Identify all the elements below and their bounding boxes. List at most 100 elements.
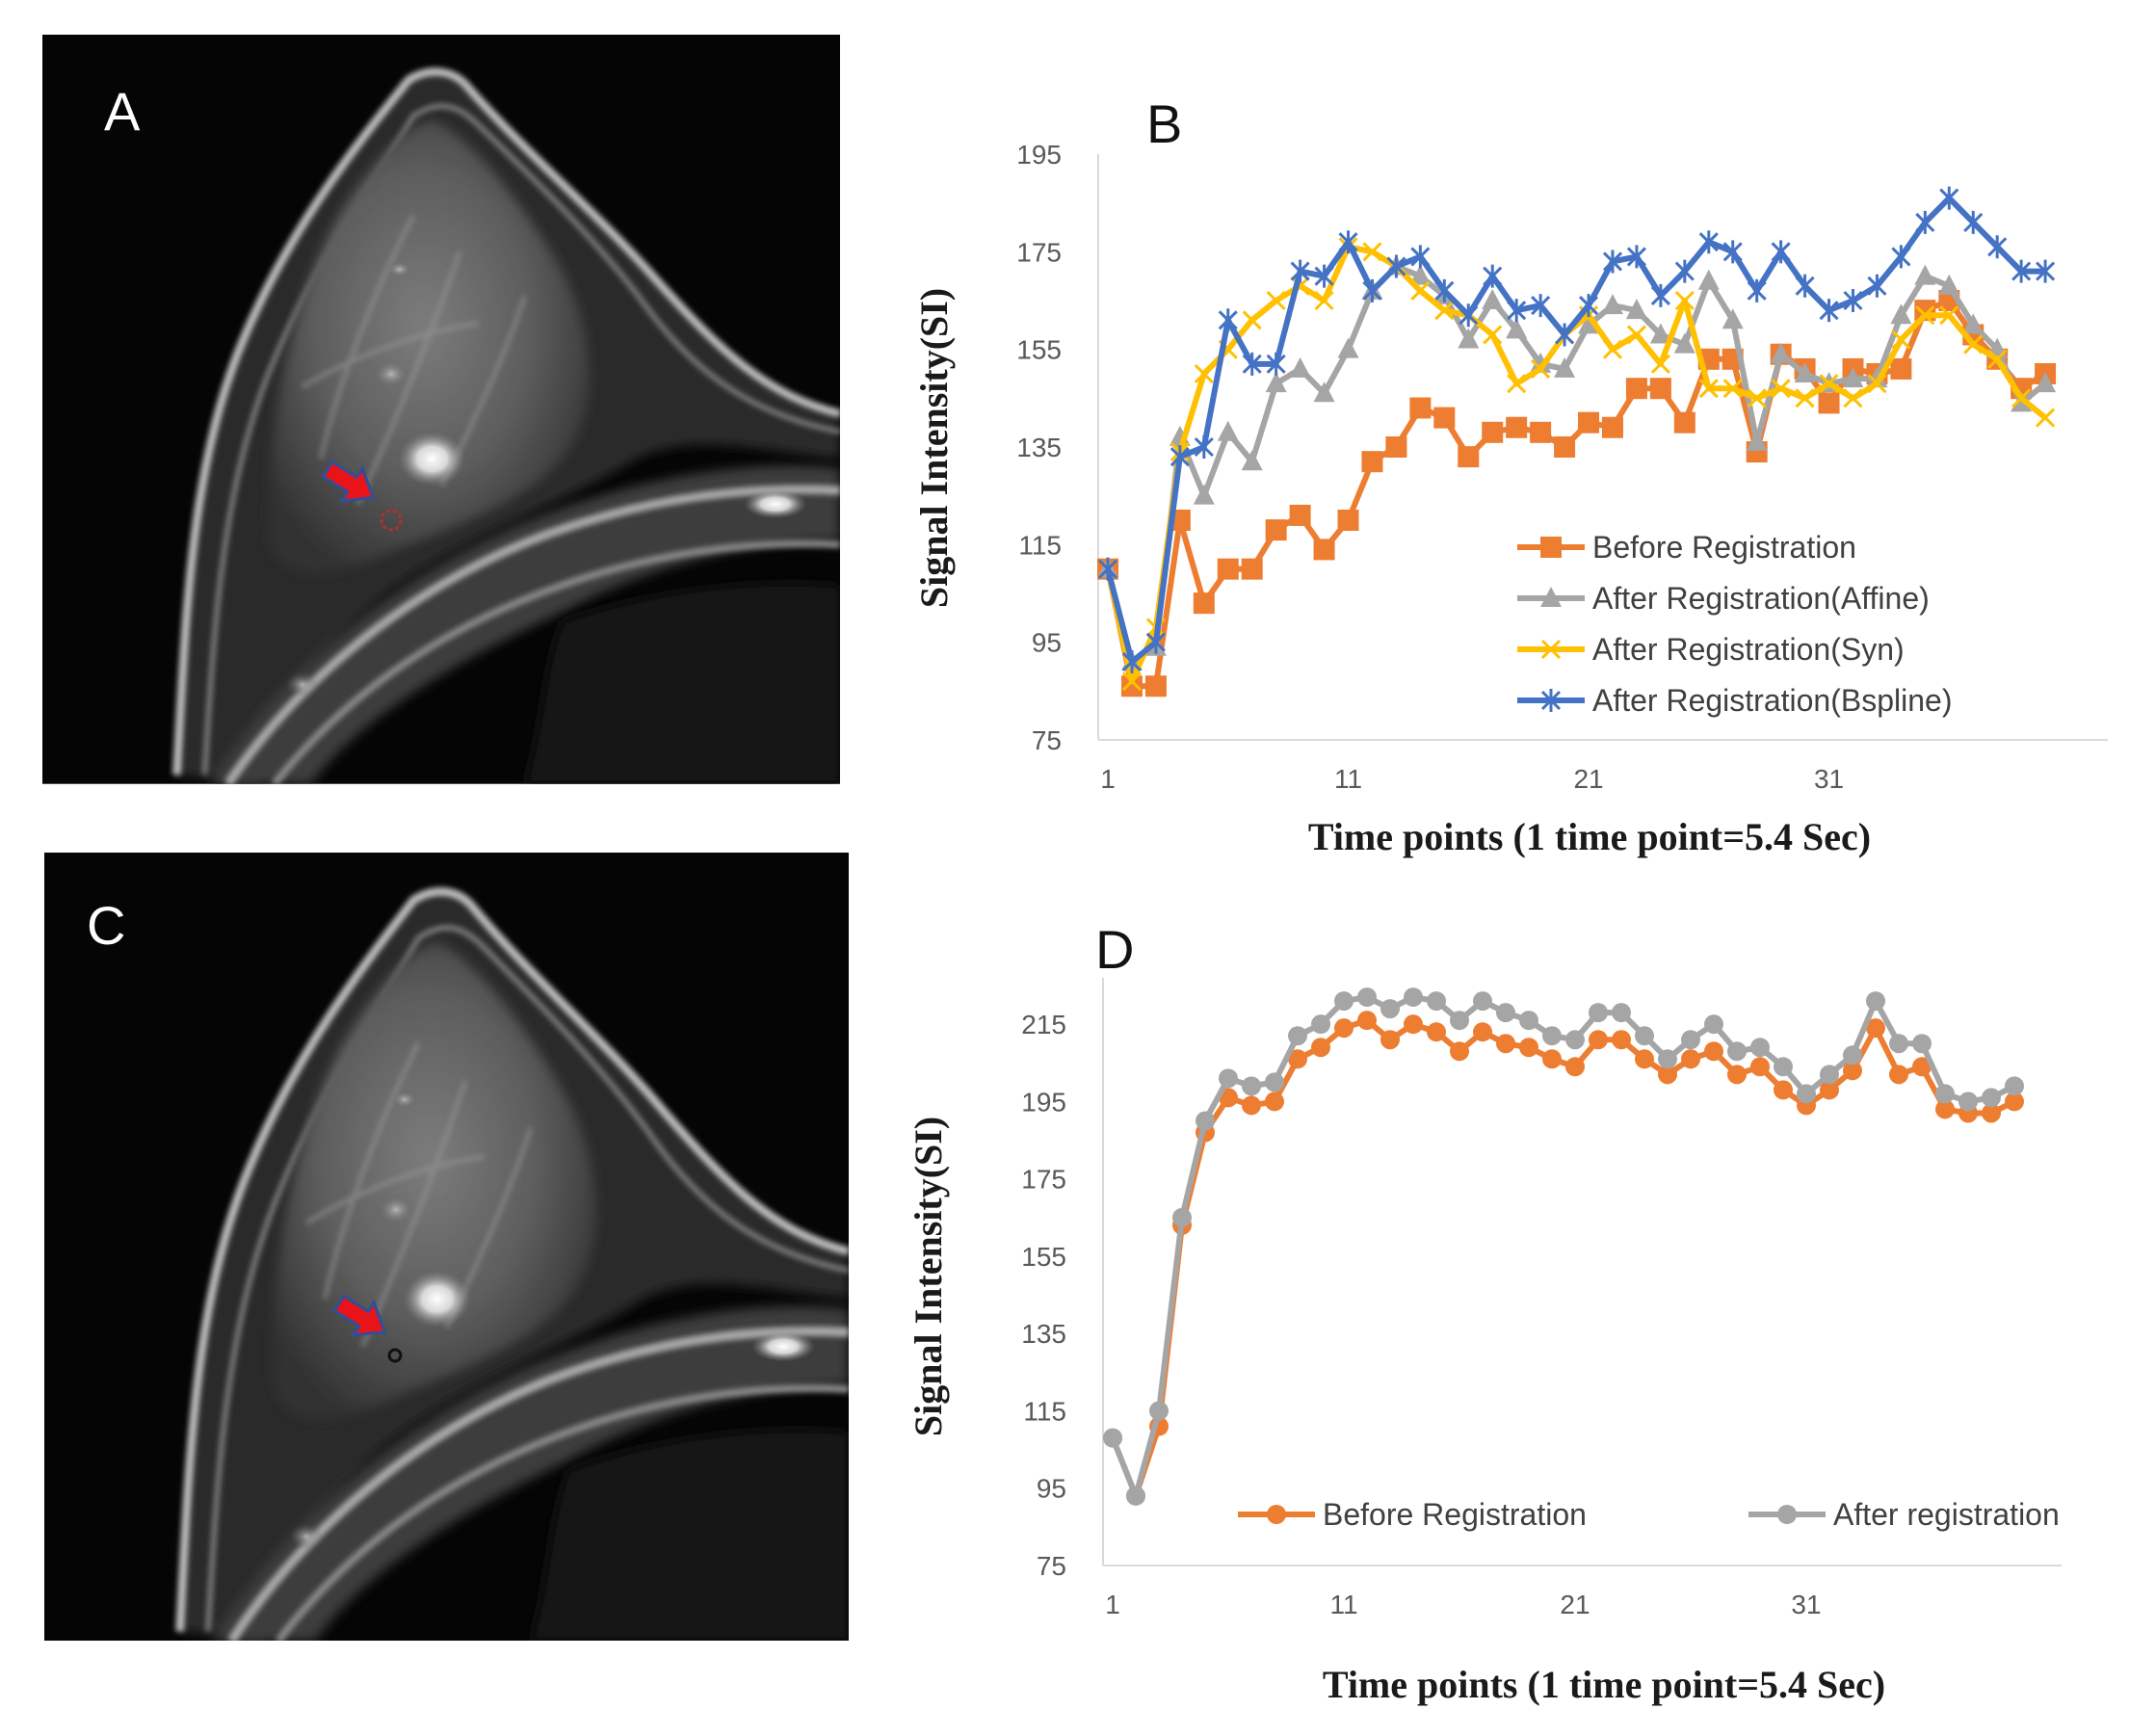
legend-marker xyxy=(1540,689,1562,712)
data-point xyxy=(1890,357,1912,380)
data-point xyxy=(1519,1011,1538,1031)
data-point xyxy=(1866,1018,1885,1039)
data-point xyxy=(1265,1072,1284,1092)
x-tick-label: 11 xyxy=(1334,764,1362,794)
legend-item: After registration xyxy=(1748,1497,2060,1532)
data-point xyxy=(1149,1401,1169,1421)
data-point xyxy=(1357,1011,1377,1031)
x-tick-label: 31 xyxy=(1791,1590,1821,1619)
data-point xyxy=(1434,301,1455,321)
data-point xyxy=(1241,450,1263,471)
chart-d-x-ticks: 1 11 21 31 xyxy=(1105,1590,1821,1619)
data-point xyxy=(1530,352,1552,373)
data-point xyxy=(1103,1428,1122,1448)
data-point xyxy=(1144,675,1167,697)
data-point xyxy=(1288,1026,1307,1046)
data-point xyxy=(1097,557,1118,581)
data-point xyxy=(1958,1092,1978,1112)
data-point xyxy=(1506,416,1528,438)
legend-item: After Registration(Bspline) xyxy=(1517,683,1952,718)
data-point xyxy=(1337,337,1359,358)
data-point xyxy=(1458,328,1480,349)
data-point xyxy=(2005,1076,2024,1096)
data-point xyxy=(1681,1030,1700,1050)
data-point xyxy=(1311,1038,1330,1058)
roi-marker-a xyxy=(380,509,403,532)
data-point xyxy=(1314,290,1334,311)
data-point xyxy=(1313,381,1335,403)
chart-d-y-ticks: 215 195 175 155 135 115 95 75 xyxy=(1021,1010,1066,1581)
data-point xyxy=(1820,1065,1839,1085)
y-tick-label: 75 xyxy=(1032,725,1062,755)
legend-label: After Registration(Bspline) xyxy=(1592,683,1952,718)
data-point xyxy=(1555,323,1575,347)
data-point xyxy=(1519,1038,1538,1058)
data-point xyxy=(1290,259,1310,283)
data-point xyxy=(1121,671,1143,692)
data-point xyxy=(1217,420,1239,441)
data-point xyxy=(1658,1065,1677,1085)
data-point xyxy=(2011,259,2032,283)
data-point xyxy=(1404,987,1423,1008)
data-point xyxy=(1385,436,1407,458)
data-point xyxy=(1891,329,1911,350)
panel-letter-b: B xyxy=(1146,93,1182,154)
x-tick-label: 31 xyxy=(1814,764,1844,794)
roi-marker-c xyxy=(387,1348,403,1363)
data-point xyxy=(1482,421,1504,443)
data-point xyxy=(2036,259,2056,283)
data-point xyxy=(1987,235,2008,259)
series-line xyxy=(1105,244,2047,685)
data-point xyxy=(1530,421,1552,443)
data-point xyxy=(1506,318,1528,339)
data-point xyxy=(1380,1030,1400,1050)
data-point xyxy=(1935,1084,1955,1104)
data-point xyxy=(1674,290,1695,311)
data-point xyxy=(1409,264,1432,285)
chart-b-y-ticks: 195 175 155 135 115 95 75 xyxy=(1016,140,1062,755)
legend-item: After Registration(Syn) xyxy=(1517,632,1905,667)
data-point xyxy=(1242,310,1262,330)
legend-marker xyxy=(1777,1505,1797,1524)
data-point xyxy=(1843,289,1863,312)
data-point xyxy=(1483,264,1503,288)
data-point xyxy=(1194,363,1214,384)
chart-d-series xyxy=(1103,987,2024,1506)
data-point xyxy=(1450,1011,1469,1031)
y-tick-label: 115 xyxy=(1018,530,1062,560)
data-point xyxy=(1589,1003,1608,1023)
data-point xyxy=(1217,558,1239,580)
y-tick-label: 175 xyxy=(1016,237,1062,267)
legend-label: After Registration(Syn) xyxy=(1592,632,1905,667)
data-point xyxy=(1289,356,1311,378)
data-point xyxy=(1473,1022,1492,1042)
data-point xyxy=(1963,210,1984,234)
data-point xyxy=(1771,240,1791,264)
data-point xyxy=(1866,367,1888,388)
data-point xyxy=(1915,210,1935,234)
data-point xyxy=(1589,1030,1608,1050)
data-point xyxy=(1578,411,1600,434)
data-point xyxy=(1496,1003,1515,1023)
data-point xyxy=(1450,1041,1469,1062)
data-point xyxy=(1626,325,1646,345)
data-point xyxy=(1866,991,1885,1012)
data-point xyxy=(1266,352,1286,376)
chart-d-x-label: Time points (1 time point=5.4 Sec) xyxy=(1323,1663,1885,1706)
data-point xyxy=(1819,299,1839,323)
x-tick-label: 21 xyxy=(1573,764,1603,794)
data-point xyxy=(1602,339,1623,359)
series-after-registration-syn- xyxy=(1097,237,2056,692)
data-point xyxy=(1843,388,1863,408)
data-point xyxy=(1746,430,1768,451)
data-point xyxy=(1795,388,1815,408)
data-point xyxy=(1459,303,1479,328)
mri-image-c xyxy=(44,853,849,1641)
data-point xyxy=(1601,416,1623,438)
data-point xyxy=(1704,1041,1723,1062)
series-line xyxy=(1110,1017,2016,1499)
data-point xyxy=(1241,558,1263,580)
data-point xyxy=(1912,1034,1932,1054)
data-point xyxy=(1912,1057,1932,1077)
